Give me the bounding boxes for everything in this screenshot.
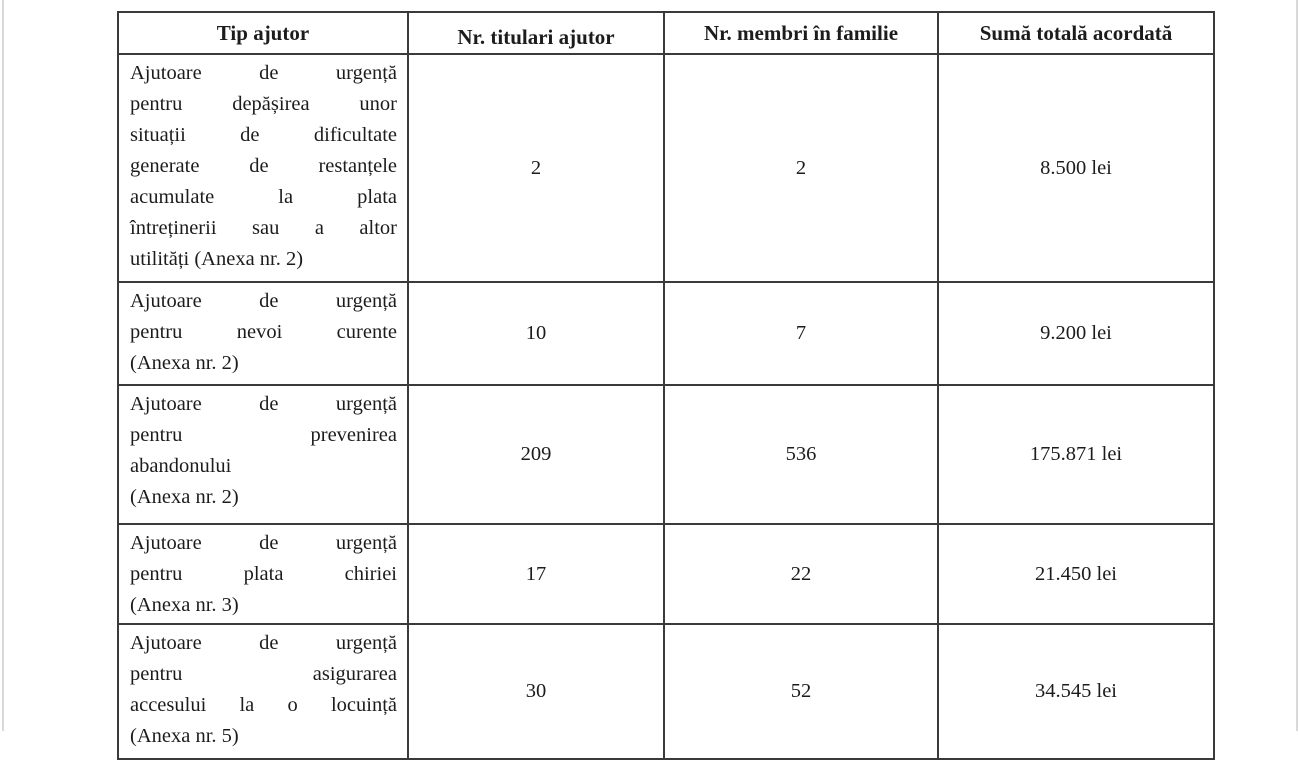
family-members-cell: 2 — [663, 53, 939, 283]
holders-count-cell: 10 — [407, 281, 665, 386]
family-members-cell: 7 — [663, 281, 939, 386]
table-row: Ajutoare de urgență pentru asigurarea acce… — [117, 623, 1215, 760]
aid-type-line: pentru depășirea unor — [130, 93, 397, 115]
aid-type-line: pentru asigurarea — [130, 663, 397, 685]
aid-type-line: pentru nevoi curente — [130, 321, 397, 343]
aid-type-line: (Anexa nr. 3) — [130, 594, 239, 616]
holders-count-cell: 17 — [407, 523, 665, 625]
family-members-cell: 52 — [663, 623, 939, 760]
table-row: Ajutoare de urgență pentru prevenirea aban… — [117, 384, 1215, 525]
aid-type-line: abandonului — [130, 455, 232, 477]
aid-type-line: situații de dificultate — [130, 124, 397, 146]
total-amount-cell: 34.545 lei — [937, 623, 1215, 760]
column-header: Nr. membri în familie — [663, 11, 939, 55]
aid-type-line: acumulate la plata — [130, 186, 397, 208]
total-amount-cell: 9.200 lei — [937, 281, 1215, 386]
holders-count-cell: 30 — [407, 623, 665, 760]
aid-type-line: (Anexa nr. 5) — [130, 725, 239, 747]
aid-type-line: (Anexa nr. 2) — [130, 352, 239, 374]
aid-type-line: întreținerii sau a altor — [130, 217, 397, 239]
aid-type-cell: Ajutoare de urgență pentru plata chiriei (… — [117, 523, 409, 625]
aid-type-line: Ajutoare de urgență — [130, 632, 397, 654]
page-edge-left — [2, 0, 4, 731]
holders-count-cell: 209 — [407, 384, 665, 525]
header-row: Tip ajutor Nr. titulari ajutor Nr. membri … — [117, 11, 1215, 55]
aid-type-line: pentru prevenirea — [130, 424, 397, 446]
table-row: Ajutoare de urgență pentru depășirea unor… — [117, 53, 1215, 283]
aid-type-line: Ajutoare de urgență — [130, 62, 397, 84]
holders-count-cell: 2 — [407, 53, 665, 283]
column-header: Nr. titulari ajutor — [407, 11, 665, 55]
aid-summary-table: Tip ajutor Nr. titulari ajutor Nr. membri … — [117, 11, 1215, 760]
column-header-label: Sumă totală acordată — [979, 20, 1173, 45]
table-body: Ajutoare de urgență pentru depășirea unor… — [117, 53, 1215, 760]
aid-type-cell: Ajutoare de urgență pentru prevenirea aban… — [117, 384, 409, 525]
table-row: Ajutoare de urgență pentru plata chiriei (… — [117, 523, 1215, 625]
aid-type-cell: Ajutoare de urgență pentru depășirea unor… — [117, 53, 409, 283]
aid-type-line: utilități (Anexa nr. 2) — [130, 248, 304, 270]
total-amount-cell: 8.500 lei — [937, 53, 1215, 283]
column-header: Tip ajutor — [117, 11, 409, 55]
aid-type-line: Ajutoare de urgență — [130, 393, 397, 415]
aid-type-line: generate de restanțele — [130, 155, 397, 177]
column-header-label: Tip ajutor — [216, 20, 310, 45]
column-header-label: Nr. titulari ajutor — [457, 24, 615, 49]
page-edge-right — [1296, 0, 1298, 731]
total-amount-cell: 175.871 lei — [937, 384, 1215, 525]
aid-type-line: (Anexa nr. 2) — [130, 486, 239, 508]
column-header-label: Nr. membri în familie — [703, 20, 899, 45]
total-amount-cell: 21.450 lei — [937, 523, 1215, 625]
aid-type-cell: Ajutoare de urgență pentru nevoi curente (… — [117, 281, 409, 386]
aid-type-line: Ajutoare de urgență — [130, 290, 397, 312]
aid-type-line: accesului la o locuință — [130, 694, 397, 716]
family-members-cell: 536 — [663, 384, 939, 525]
aid-type-line: Ajutoare de urgență — [130, 532, 397, 554]
aid-type-cell: Ajutoare de urgență pentru asigurarea acce… — [117, 623, 409, 760]
column-header: Sumă totală acordată — [937, 11, 1215, 55]
family-members-cell: 22 — [663, 523, 939, 625]
aid-type-line: pentru plata chiriei — [130, 563, 397, 585]
table-row: Ajutoare de urgență pentru nevoi curente (… — [117, 281, 1215, 386]
